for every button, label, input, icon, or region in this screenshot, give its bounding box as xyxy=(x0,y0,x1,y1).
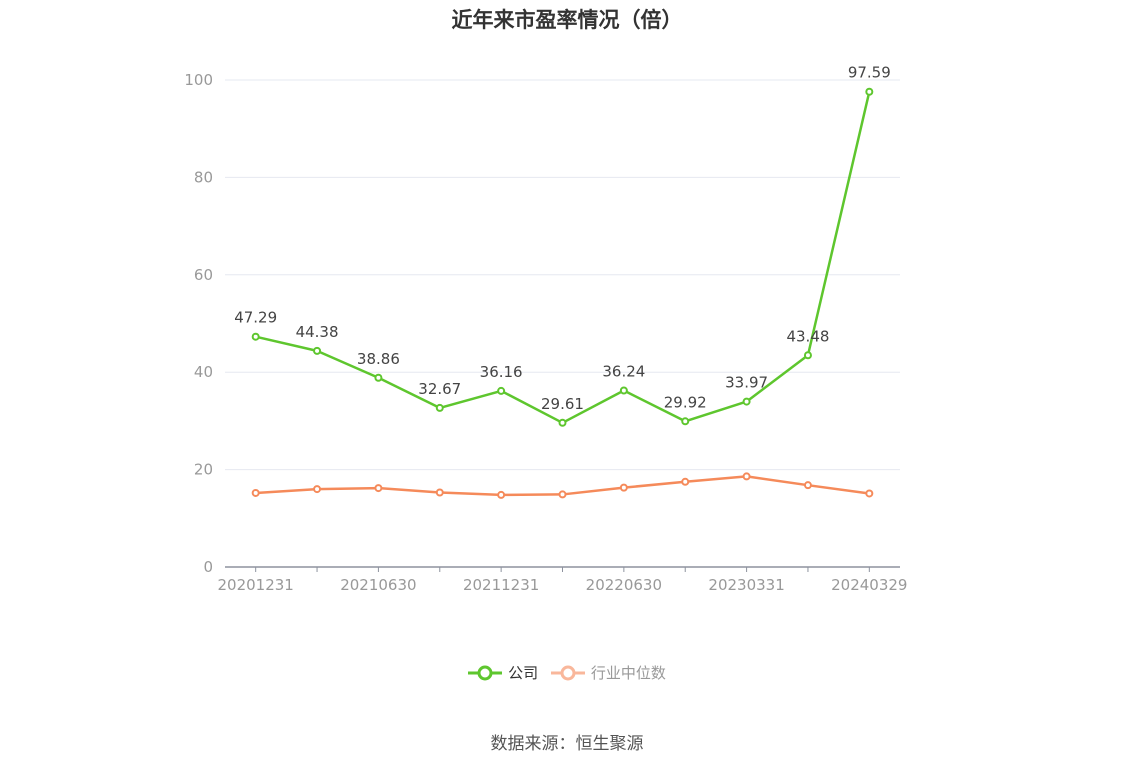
x-tick-label: 20220630 xyxy=(586,576,662,594)
source-note: 数据来源：恒生聚源 xyxy=(490,734,644,754)
data-point-company xyxy=(681,417,690,426)
x-tick-label: 20240329 xyxy=(831,576,907,594)
grid-lines xyxy=(225,79,900,471)
data-labels: 47.29 44.38 38.86 32.67 36.16 29.61 36.24 29.92… xyxy=(234,64,891,413)
legend-industry-label: 行业中位数 xyxy=(590,664,666,682)
y-tick-label: 100 xyxy=(184,71,213,89)
data-point-company xyxy=(619,386,628,395)
data-label: 29.61 xyxy=(541,395,584,413)
data-label: 97.59 xyxy=(848,64,891,82)
y-tick-label: 40 xyxy=(194,363,213,381)
data-point-company xyxy=(374,373,383,382)
data-point-industry-median xyxy=(497,490,506,499)
series-line-company xyxy=(255,91,871,425)
data-point-industry-median xyxy=(313,485,322,494)
data-label: 32.67 xyxy=(418,380,461,398)
data-label: 33.97 xyxy=(725,374,768,392)
x-tick-label: 20230331 xyxy=(708,576,784,594)
data-point-industry-median xyxy=(558,490,567,499)
data-point-industry-median xyxy=(374,484,383,493)
data-label: 36.24 xyxy=(602,363,645,381)
y-tick-label: 80 xyxy=(194,168,213,186)
legend-item-company[interactable]: 公司 xyxy=(468,662,538,683)
y-tick-label: 20 xyxy=(194,461,213,479)
x-tick-label: 20211231 xyxy=(463,576,539,594)
legend: 公司 行业中位数 xyxy=(0,662,1134,685)
legend-item-industry-median[interactable]: 行业中位数 xyxy=(550,662,666,683)
data-point-company xyxy=(435,403,444,412)
line-chart: 0 20 40 60 80 100 20201231 20210630 20211231 2022… xyxy=(184,64,907,594)
y-tick-label: 60 xyxy=(194,266,213,284)
data-point-company xyxy=(742,397,751,406)
data-point-industry-median xyxy=(681,477,690,486)
legend-industry-icon xyxy=(550,665,585,680)
data-point-industry-median xyxy=(435,488,444,497)
y-tick-label: 0 xyxy=(203,558,213,576)
legend-company-label: 公司 xyxy=(508,664,539,682)
data-label: 29.92 xyxy=(664,393,707,411)
data-point-industry-median xyxy=(251,488,260,497)
chart-title: 近年来市盈率情况（倍） xyxy=(451,8,683,32)
data-point-industry-median xyxy=(865,489,874,498)
axes: 0 20 40 60 80 100 20201231 20210630 20211231 2022… xyxy=(184,71,907,594)
x-tick-label: 20201231 xyxy=(218,576,294,594)
series-lines xyxy=(251,87,874,499)
data-point-industry-median xyxy=(619,483,628,492)
data-point-company xyxy=(251,332,260,341)
data-point-company xyxy=(865,87,874,96)
data-label: 36.16 xyxy=(480,363,523,381)
data-point-company xyxy=(558,418,567,427)
data-label: 38.86 xyxy=(357,350,400,368)
data-label: 47.29 xyxy=(234,309,277,327)
data-point-company xyxy=(313,346,322,355)
data-label: 43.48 xyxy=(786,327,829,345)
data-point-industry-median xyxy=(742,472,751,481)
data-label: 44.38 xyxy=(296,323,339,341)
data-point-company xyxy=(497,386,506,395)
data-point-company xyxy=(803,351,812,360)
x-tick-label: 20210630 xyxy=(340,576,416,594)
data-point-industry-median xyxy=(803,481,812,490)
legend-company-icon xyxy=(468,665,503,680)
